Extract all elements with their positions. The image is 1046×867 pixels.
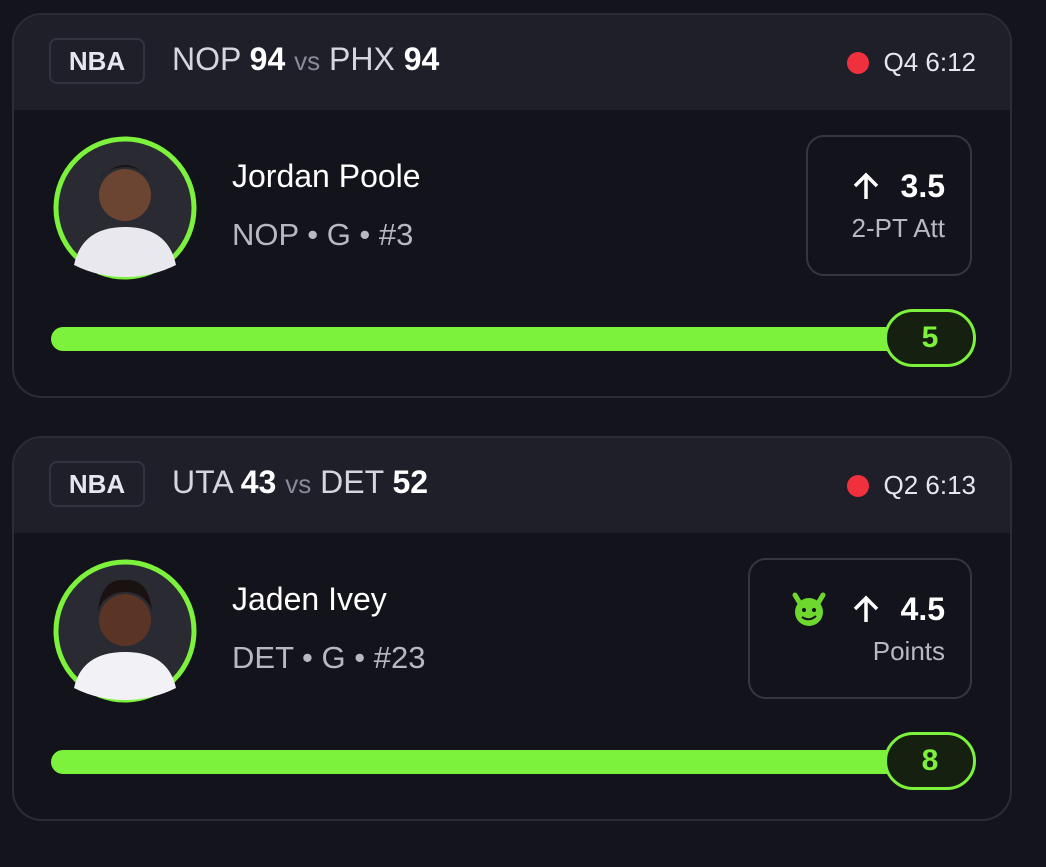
team: DET <box>320 464 384 500</box>
game-clock: Q4 6:12 <box>847 47 976 78</box>
arrow-up <box>853 595 878 622</box>
vs: vs <box>294 46 321 76</box>
progress-bar <box>51 750 921 774</box>
league-badge: NBA <box>49 461 145 507</box>
player-info: NOP • G • #3 <box>232 217 414 252</box>
player-name: Jaden Ivey <box>232 581 387 617</box>
player-info: DET • G • #23 <box>232 640 426 675</box>
live-dot <box>847 474 870 497</box>
game-clock: Q2 6:13 <box>847 470 976 501</box>
line-box[interactable]: 4.5 Points <box>748 558 972 699</box>
line-number: 4.5 <box>900 590 945 627</box>
current-value: 8 <box>884 732 976 790</box>
clock-text: Q2 6:13 <box>883 470 976 500</box>
current-value: 5 <box>884 309 976 367</box>
score: 43 <box>240 464 277 500</box>
score: 52 <box>392 464 429 500</box>
team: NOP <box>172 41 241 77</box>
live-dot <box>847 51 870 74</box>
clock-text: Q4 6:12 <box>883 47 976 77</box>
score: 94 <box>403 41 440 77</box>
line-number: 3.5 <box>900 167 945 204</box>
line-value: 4.5 <box>789 591 945 628</box>
line-box[interactable]: 3.5 2-PT Att <box>806 135 972 276</box>
vs: vs <box>285 469 312 499</box>
line-value: 3.5 <box>851 168 945 205</box>
score: 94 <box>249 41 286 77</box>
matchup: NOP 94 vs PHX 94 <box>172 41 439 78</box>
team: UTA <box>172 464 232 500</box>
card-header: NBA NOP 94 vs PHX 94 Q4 6:12 <box>14 15 1010 110</box>
prop-card[interactable]: NBA UTA 43 vs DET 52 Q2 6:13 Jaden Ivey … <box>12 436 1012 821</box>
league-badge: NBA <box>49 38 145 84</box>
matchup: UTA 43 vs DET 52 <box>172 464 428 501</box>
stat-type: Points <box>872 635 945 666</box>
player-avatar <box>53 559 197 703</box>
demon-icon <box>792 592 826 626</box>
player-avatar <box>53 136 197 280</box>
stat-type: 2-PT Att <box>851 212 945 243</box>
card-header: NBA UTA 43 vs DET 52 Q2 6:13 <box>14 438 1010 533</box>
arrow-up <box>853 172 878 199</box>
progress-bar <box>51 327 921 351</box>
team: PHX <box>329 41 395 77</box>
prop-card[interactable]: NBA NOP 94 vs PHX 94 Q4 6:12 Jordan Pool… <box>12 13 1012 398</box>
player-name: Jordan Poole <box>232 158 421 194</box>
